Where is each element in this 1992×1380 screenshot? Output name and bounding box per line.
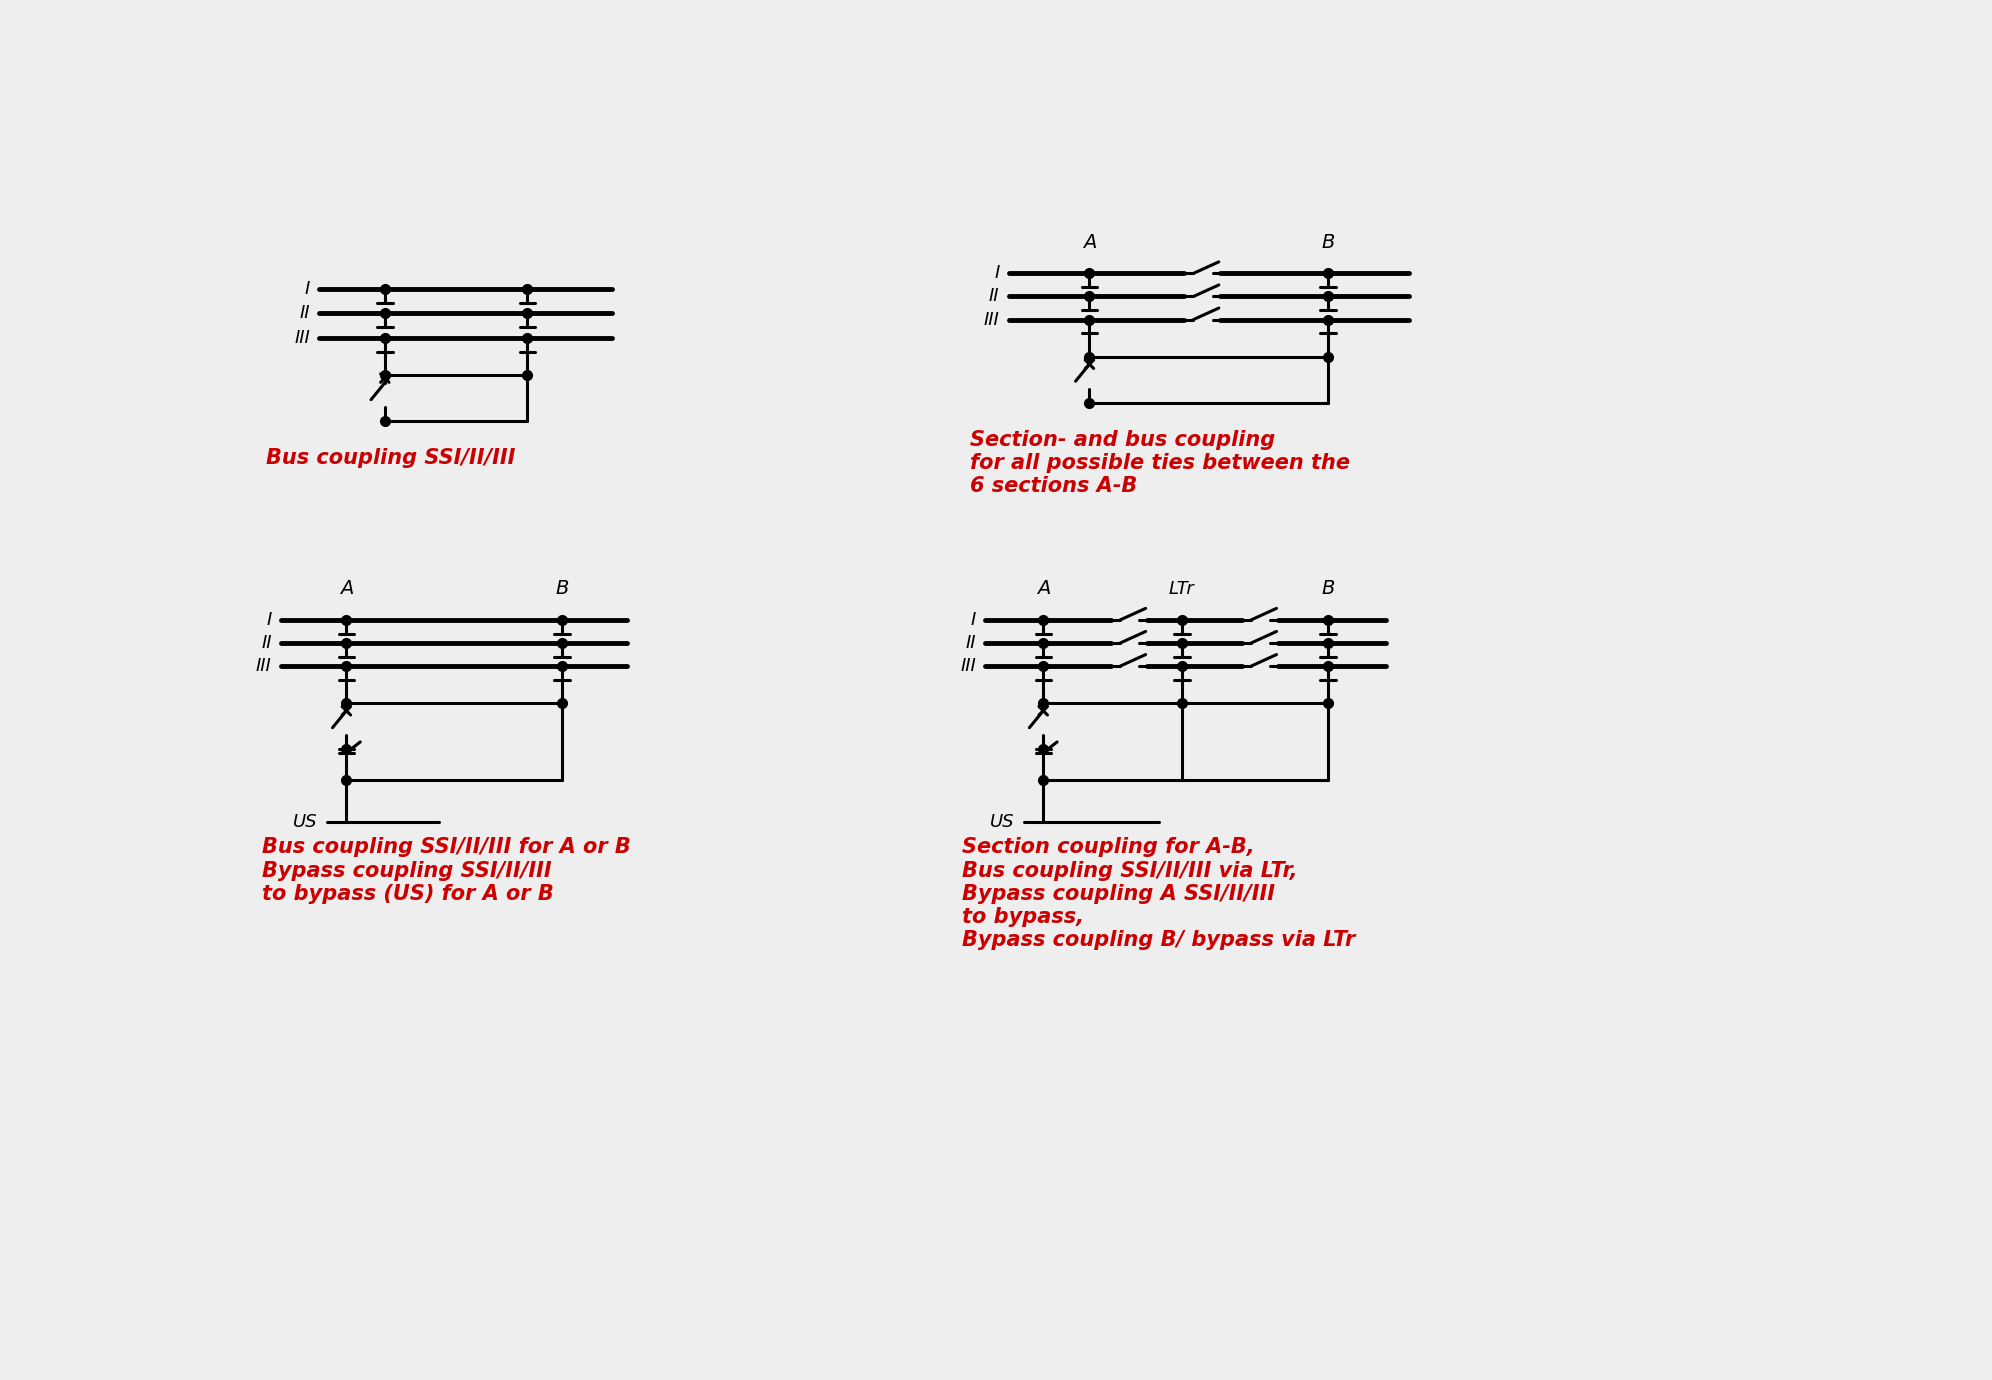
Text: US: US [293,813,317,831]
Text: I: I [305,280,311,298]
Text: II: II [988,287,1000,305]
Text: III: III [984,310,1000,328]
Text: III: III [295,328,311,348]
Text: III: III [255,657,271,675]
Text: LTr: LTr [1169,581,1195,599]
Text: III: III [960,657,976,675]
Text: I: I [267,611,271,629]
Text: A: A [1084,233,1096,251]
Text: I: I [994,265,1000,283]
Text: Bus coupling SSI/II/III for A or B
Bypass coupling SSI/II/III
to bypass (US) for: Bus coupling SSI/II/III for A or B Bypas… [261,838,629,904]
Text: Bus coupling SSI/II/III: Bus coupling SSI/II/III [265,448,514,468]
Text: Section coupling for A-B,
Bus coupling SSI/II/III via LTr,
Bypass coupling A SSI: Section coupling for A-B, Bus coupling S… [962,838,1357,951]
Text: US: US [990,813,1014,831]
Text: II: II [966,633,976,651]
Text: B: B [1321,580,1335,599]
Text: B: B [1321,233,1335,251]
Text: Section- and bus coupling
for all possible ties between the
6 sections A-B: Section- and bus coupling for all possib… [970,429,1351,495]
Text: A: A [341,580,353,599]
Text: II: II [299,305,311,323]
Text: I: I [970,611,976,629]
Text: B: B [556,580,568,599]
Text: II: II [261,633,271,651]
Text: A: A [1036,580,1050,599]
